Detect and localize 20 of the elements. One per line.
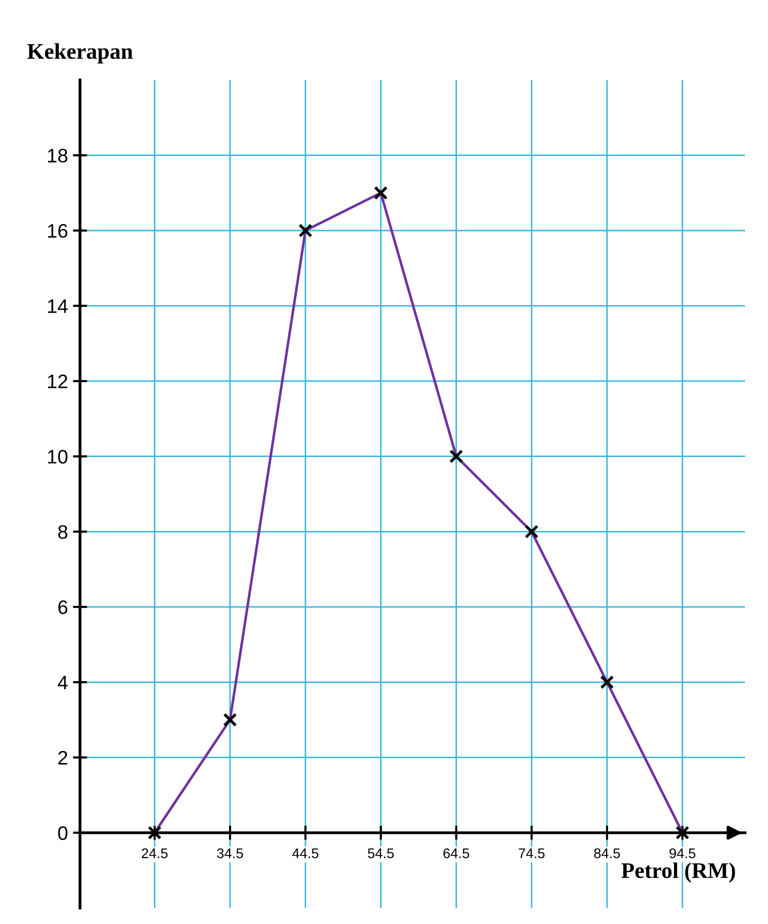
y-tick-label: 4 [58,676,68,690]
x-tick-label: 44.5 [292,848,318,858]
x-tick-label: 34.5 [217,848,243,858]
y-tick-label: 18 [48,148,68,163]
y-tick-label: 2 [58,750,68,764]
x-tick-label: 84.5 [594,848,620,858]
x-tick-label: 64.5 [443,848,470,858]
x-tick-label: 74.5 [518,848,545,858]
y-tick-label: 14 [48,299,68,313]
y-tick-label: 6 [58,600,68,614]
y-axis-title: Kekerapan [27,43,133,64]
x-tick-label: 24.5 [142,848,168,858]
x-tick-label: 54.5 [368,848,394,858]
y-tick-label: 0 [58,826,68,840]
x-axis-title: Petrol (RM) [621,862,736,883]
y-tick-label: 12 [48,374,68,388]
y-tick-label: 10 [48,450,68,464]
y-tick-label: 8 [58,525,68,539]
y-tick-label: 16 [48,224,68,238]
x-tick-label: 94.5 [670,848,696,858]
